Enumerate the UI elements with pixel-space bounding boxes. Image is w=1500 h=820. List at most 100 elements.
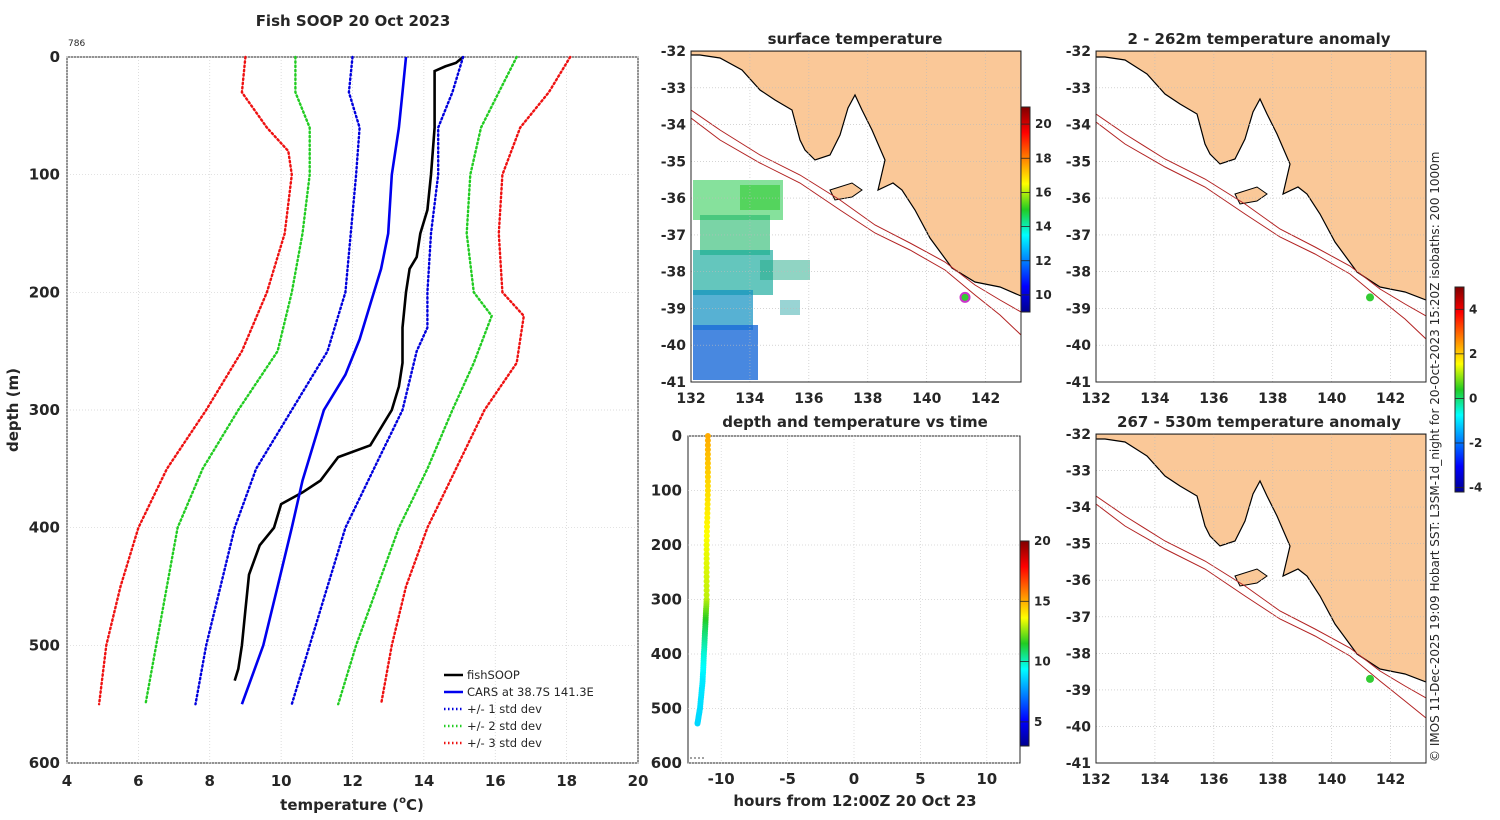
time-track-point bbox=[704, 451, 711, 458]
anom1-lat-tick-label: -35 bbox=[1066, 154, 1091, 170]
legend-label-sd2: +/- 2 std dev bbox=[467, 719, 542, 733]
time-colorbar-tick-label: 20 bbox=[1034, 534, 1051, 548]
profile-series bbox=[97, 55, 572, 706]
anom2-frame bbox=[1095, 433, 1427, 764]
anom1-lat-tick-label: -40 bbox=[1066, 338, 1092, 354]
anom1-lon-tick-label: 142 bbox=[1376, 391, 1405, 407]
time-track-point bbox=[704, 446, 711, 453]
anomaly-colorbar-tick-label: -2 bbox=[1469, 436, 1482, 450]
time-colorbar bbox=[1019, 540, 1030, 747]
anomaly-colorbar-tick-label: 4 bbox=[1469, 302, 1477, 316]
profile-x-tick-label: 10 bbox=[271, 772, 292, 790]
profile-y-tick-label: 100 bbox=[29, 166, 60, 184]
profile-y-tick-label: 300 bbox=[29, 401, 60, 419]
sst-lat-tick-label: -40 bbox=[661, 338, 687, 354]
series--2-std-dev-high- bbox=[337, 55, 518, 706]
sst-colorbar-ticks: 10 12 14 16 18 20 bbox=[1021, 117, 1052, 302]
legend-label-sd3: +/- 3 std dev bbox=[467, 736, 542, 750]
series-cars-at-38-7s-141-3e bbox=[240, 56, 408, 705]
time-track-point bbox=[703, 569, 710, 576]
anom1-isobath-1000 bbox=[1096, 121, 1426, 340]
sst-lon-tick-label: 132 bbox=[676, 391, 705, 407]
sst-lat-tick-label: -39 bbox=[661, 301, 686, 317]
time-grid bbox=[688, 435, 1020, 764]
time-track-point bbox=[704, 460, 711, 467]
anom2-lon-tick-label: 136 bbox=[1199, 772, 1228, 788]
time-track-point bbox=[703, 546, 710, 553]
sst-colorbar-tick-label: 18 bbox=[1035, 151, 1052, 165]
series--1-std-dev-low- bbox=[194, 55, 361, 706]
profile-panel: Fish SOOP 20 Oct 2023 786 4 6 8 10 12 14 16 18 2… bbox=[4, 12, 648, 814]
anom1-lat-tick-label: -37 bbox=[1066, 228, 1091, 244]
time-track-point bbox=[694, 720, 701, 727]
anom1-lon-tick-label: 140 bbox=[1317, 391, 1346, 407]
time-track-point bbox=[704, 483, 711, 489]
profile-x-tick-label: 18 bbox=[556, 772, 577, 790]
anom2-land bbox=[1096, 434, 1426, 683]
time-y-tick-label: 200 bbox=[651, 536, 682, 554]
sst-lon-tick-label: 142 bbox=[971, 391, 1000, 407]
time-y-tick-label: 500 bbox=[651, 700, 682, 718]
sst-lon-tick-label: 138 bbox=[853, 391, 882, 407]
anomaly-map-upper: 2 - 262m temperature anomaly -32-33-34-3… bbox=[1066, 30, 1427, 407]
time-y-tick-label: 100 bbox=[651, 482, 682, 500]
time-y-tick-label: 400 bbox=[651, 645, 682, 663]
sst-station-marker bbox=[959, 291, 971, 303]
profile-legend: fishSOOP CARS at 38.7S 141.3E +/- 1 std … bbox=[444, 668, 594, 750]
time-track-point bbox=[703, 555, 710, 562]
sst-colorbar-tick-label: 20 bbox=[1035, 117, 1052, 131]
profile-y-ticks: 0 100 200 300 400 500 600 bbox=[29, 48, 60, 772]
sst-island bbox=[829, 182, 863, 201]
time-y-tick-label: 300 bbox=[651, 591, 682, 609]
anom1-lon-tick-label: 132 bbox=[1081, 391, 1110, 407]
anomaly-colorbar-tick-label: 0 bbox=[1469, 391, 1477, 405]
time-track-point bbox=[704, 433, 711, 439]
anom1-land bbox=[1096, 51, 1426, 301]
profile-x-label: temperature (oC) bbox=[280, 795, 424, 814]
time-track-point bbox=[703, 537, 710, 544]
sst-colorbar-tick-label: 12 bbox=[1035, 254, 1052, 268]
anomaly-colorbar-tick-label: 2 bbox=[1469, 347, 1477, 361]
time-track-point bbox=[703, 551, 710, 558]
sst-colorbar-tick-label: 14 bbox=[1035, 220, 1052, 234]
anom1-lat-tick-label: -33 bbox=[1066, 81, 1091, 97]
anom1-frame bbox=[1095, 50, 1427, 383]
anom1-lat-tick-label: -34 bbox=[1066, 118, 1092, 134]
anom1-lat-tick-label: -38 bbox=[1066, 265, 1091, 281]
sst-isobath-200 bbox=[691, 109, 1021, 313]
sst-lon-tick-label: 136 bbox=[794, 391, 823, 407]
time-track-point bbox=[704, 514, 711, 521]
anom2-station-marker bbox=[1366, 674, 1375, 683]
profile-grid bbox=[66, 56, 639, 764]
time-track-point bbox=[703, 592, 710, 598]
sst-title: surface temperature bbox=[768, 30, 943, 48]
profile-y-tick-label: 500 bbox=[29, 636, 60, 654]
anom2-grid bbox=[1095, 433, 1426, 764]
anomaly-colorbar-ticks: -4 -2 0 2 4 bbox=[1455, 302, 1482, 495]
series--2-std-dev-low- bbox=[144, 55, 311, 706]
time-track-point bbox=[704, 492, 711, 498]
anom2-isobath-1000 bbox=[1096, 503, 1426, 719]
sst-lat-tick-label: -35 bbox=[661, 154, 686, 170]
anom2-lat-tick-label: -37 bbox=[1066, 610, 1091, 626]
anom1-lat-tick-label: -36 bbox=[1066, 191, 1091, 207]
anomaly-colorbar-tick-label: -4 bbox=[1469, 481, 1482, 495]
time-y-tick-label: 600 bbox=[651, 754, 682, 772]
anom2-lat-tick-label: -41 bbox=[1066, 756, 1091, 772]
time-track-point bbox=[704, 478, 711, 485]
time-track-point bbox=[703, 578, 710, 585]
profile-id-label: 786 bbox=[68, 39, 85, 49]
anom2-lat-tick-label: -40 bbox=[1066, 719, 1092, 735]
time-track-point bbox=[704, 455, 711, 462]
sst-lat-tick-label: -34 bbox=[661, 118, 687, 134]
legend-label-sd1: +/- 1 std dev bbox=[467, 702, 542, 716]
sst-lon-tick-label: 140 bbox=[912, 391, 941, 407]
time-track-point bbox=[704, 442, 711, 449]
time-colorbar-tick-label: 10 bbox=[1034, 655, 1051, 669]
anomaly-colorbar bbox=[1454, 286, 1465, 493]
legend-label-fish: fishSOOP bbox=[467, 668, 520, 682]
anom2-lat-tick-label: -34 bbox=[1066, 500, 1092, 516]
